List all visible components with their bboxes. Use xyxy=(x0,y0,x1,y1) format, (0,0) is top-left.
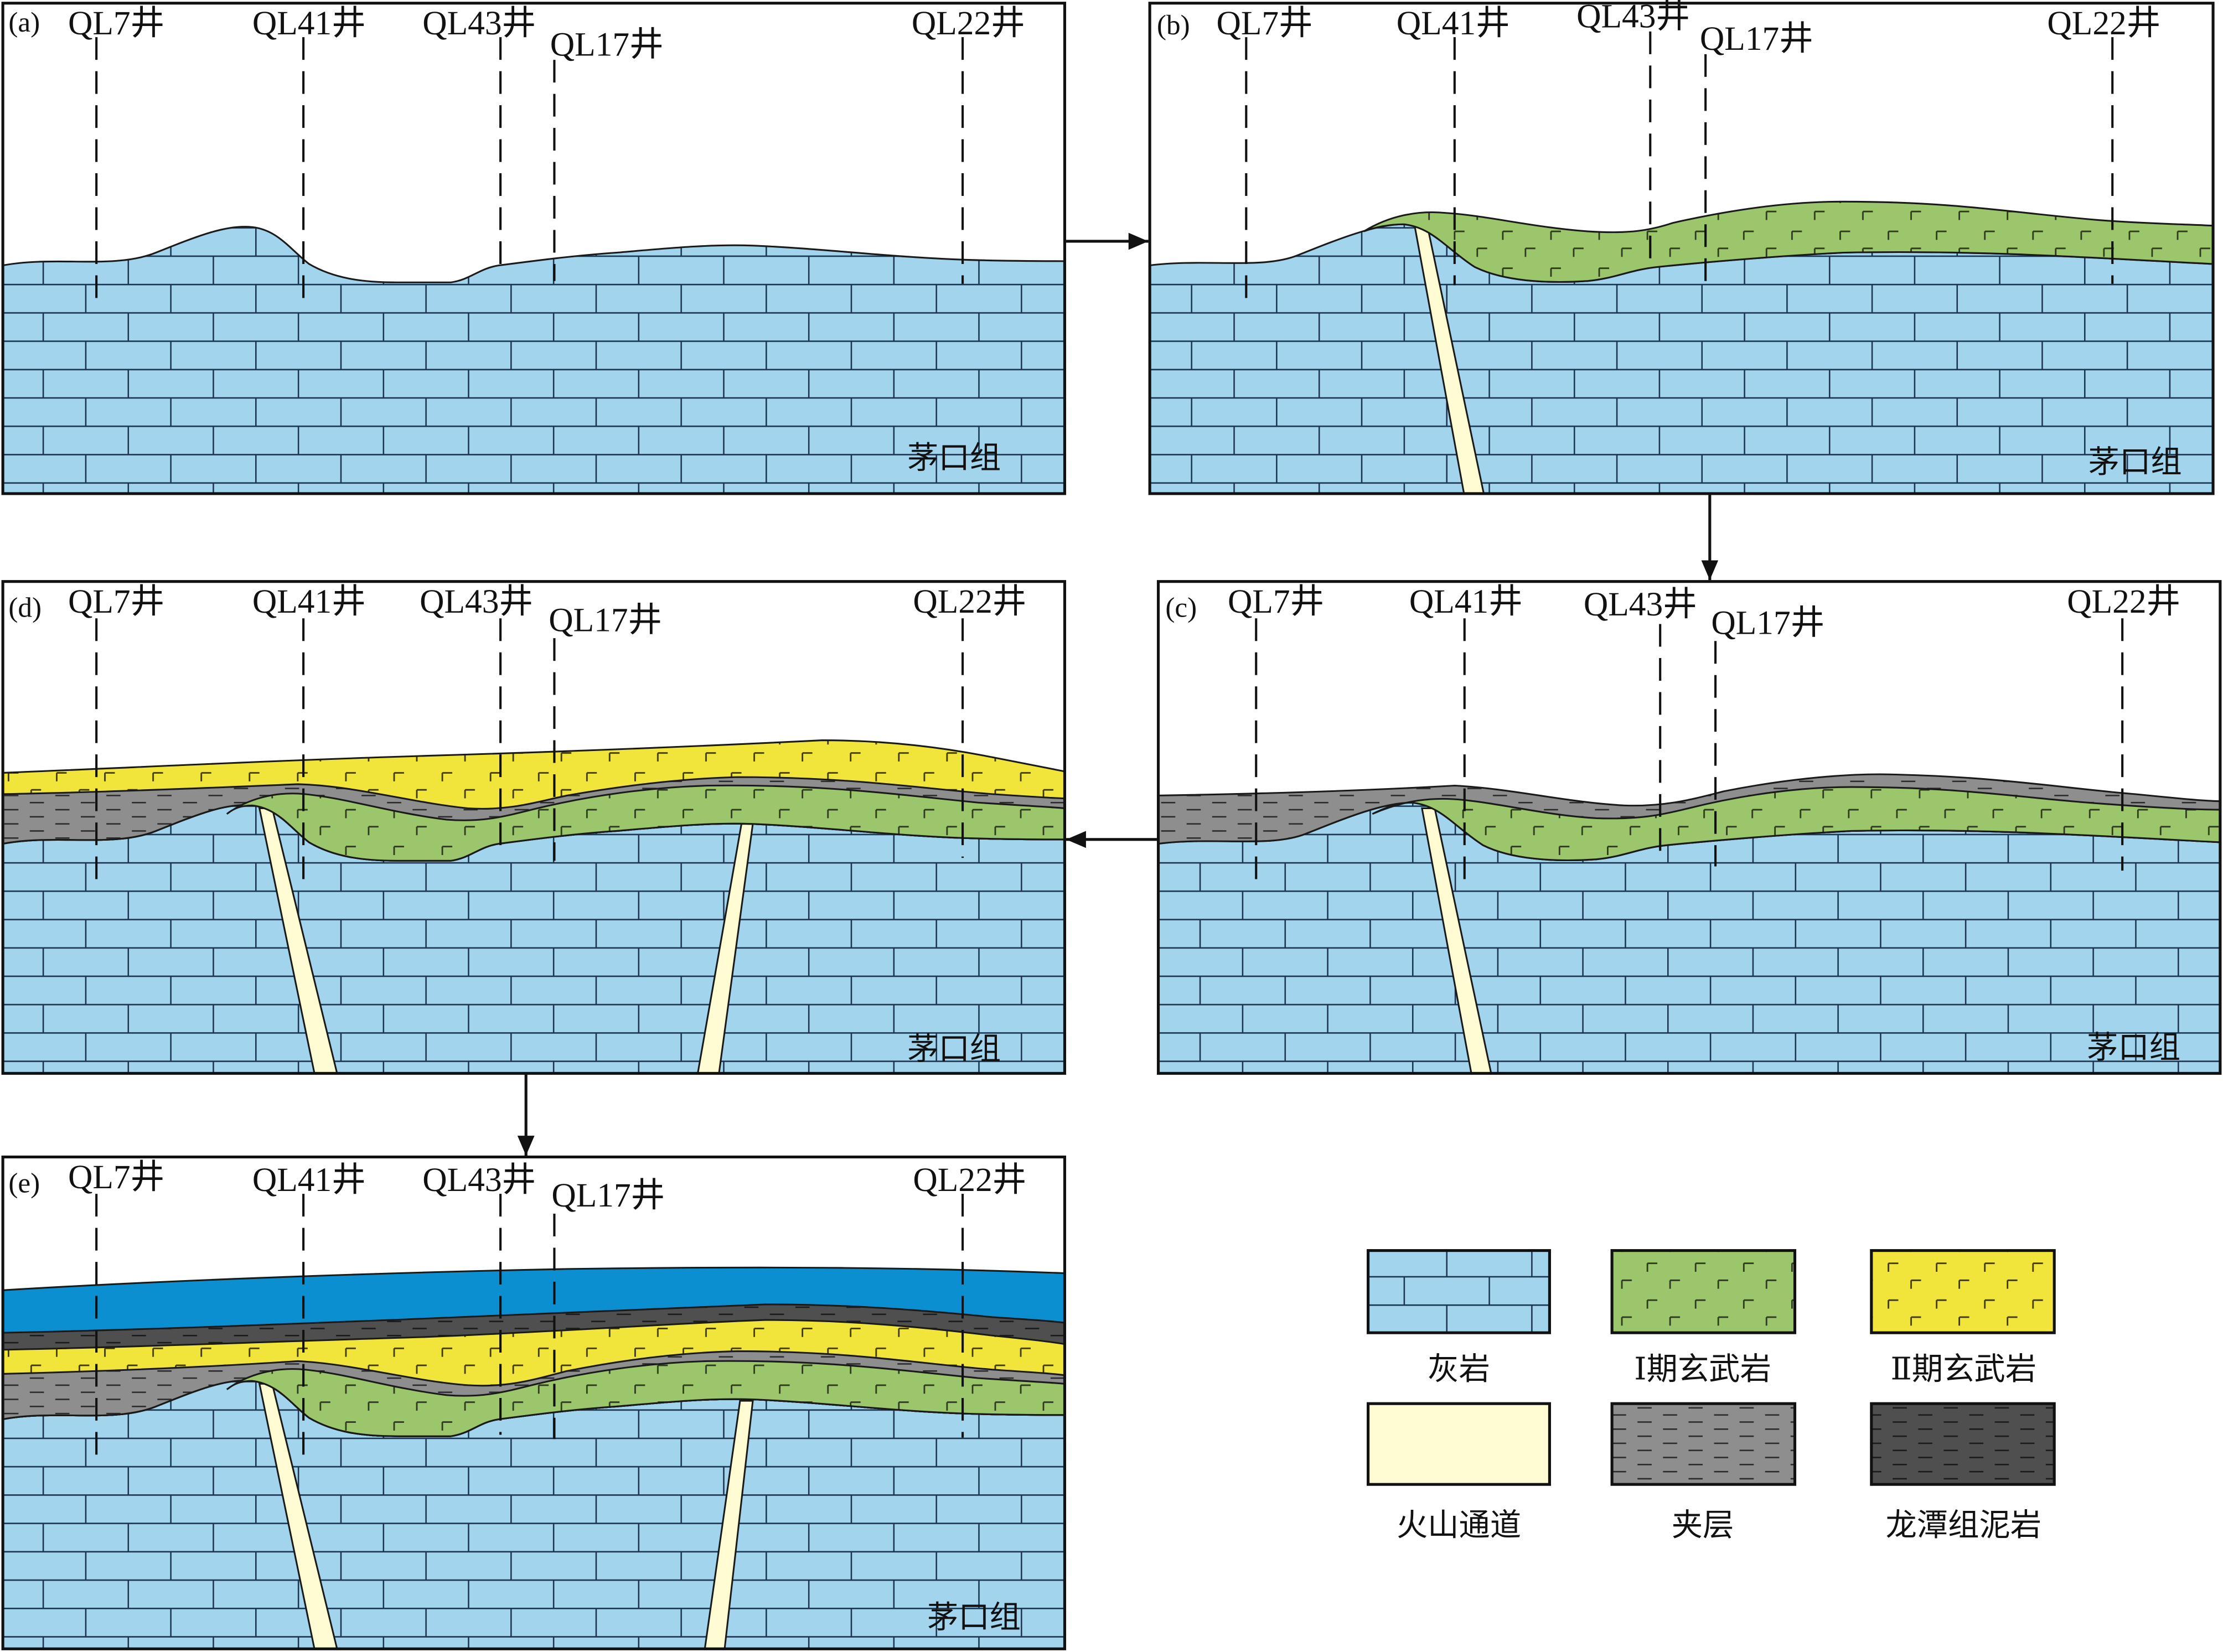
panel-e: (e) QL7井 QL41井 QL43井 QL17井 QL22井 茅口组 xyxy=(1,1155,1067,1650)
legend-swatch-basalt-i xyxy=(1610,1249,1797,1334)
well-label-ql43: QL43井 xyxy=(420,583,533,620)
well-label-ql7: QL7井 xyxy=(68,1158,164,1196)
panel-label: (c) xyxy=(1165,592,1197,624)
well-label-ql22: QL22井 xyxy=(912,4,1025,42)
well-label-ql7: QL7井 xyxy=(1228,583,1324,620)
well-label-ql41: QL41井 xyxy=(252,4,366,42)
basalt-i-layer xyxy=(1372,786,2220,861)
panel-d-strata xyxy=(3,739,1065,1074)
well-label-ql43: QL43井 xyxy=(1576,0,1690,35)
basalt-i-layer xyxy=(1363,200,2214,283)
well-label-ql22: QL22井 xyxy=(913,583,1026,620)
panel-d-strata-offset xyxy=(3,739,1065,1074)
legend-label-interlayer: 夹层 xyxy=(1672,1508,1734,1542)
panel-c-strata xyxy=(1158,773,2220,1074)
panel-frame xyxy=(1,2,1067,495)
panel-label: (e) xyxy=(8,1168,40,1199)
legend-label-basalt-ii: Ⅱ期玄武岩 xyxy=(1890,1353,2036,1387)
formation-label: 茅口组 xyxy=(927,1601,1021,1635)
panel-frame xyxy=(1148,2,2215,495)
panel-label: (b) xyxy=(1157,9,1190,41)
well-label-ql22: QL22井 xyxy=(2067,583,2180,620)
well-label-ql17: QL17井 xyxy=(550,25,664,63)
legend-swatch-limestone xyxy=(1367,1249,1551,1334)
legend-swatch-longtan-mudstone xyxy=(1870,1402,2056,1486)
well-label-ql41: QL41井 xyxy=(252,583,366,620)
legend-label-basalt-i: Ⅰ期玄武岩 xyxy=(1634,1353,1771,1387)
well-label-ql7: QL7井 xyxy=(68,4,164,42)
well-label-ql43: QL43井 xyxy=(422,4,536,42)
panel-label: (d) xyxy=(8,592,42,624)
panel-c-strata-offset xyxy=(1158,773,2220,1074)
panel-frame xyxy=(1156,580,2222,1075)
legend-label-longtan-mudstone: 龙潭组泥岩 xyxy=(1885,1508,2041,1542)
well-label-ql17: QL17井 xyxy=(549,601,662,639)
legend-swatch-basalt-ii xyxy=(1870,1249,2056,1334)
legend-label-volcanic-conduit: 火山通道 xyxy=(1397,1508,1521,1542)
well-label-ql17: QL17井 xyxy=(1711,604,1824,641)
formation-label: 茅口组 xyxy=(907,1032,1001,1066)
basalt-i-layer xyxy=(226,1360,1065,1437)
limestone-layer xyxy=(3,804,1065,1074)
well-label-ql43: QL43井 xyxy=(1584,586,1697,623)
legend-label-limestone: 灰岩 xyxy=(1428,1353,1490,1387)
well-label-ql17: QL17井 xyxy=(1700,20,1813,58)
well-label-ql7: QL7井 xyxy=(68,583,164,620)
legend-swatch-volcanic-conduit xyxy=(1367,1402,1551,1486)
panel-a-strata xyxy=(3,226,1065,494)
limestone-layer xyxy=(3,226,1065,494)
formation-label: 茅口组 xyxy=(2088,445,2182,479)
volcanic-conduit xyxy=(704,1400,754,1649)
panel-a: (a) QL7井 QL41井 QL43井 QL17井 QL22井 茅口组 xyxy=(1,2,1067,495)
basalt-i-layer xyxy=(226,784,1065,862)
panel-label: (a) xyxy=(8,7,40,38)
formation-label: 茅口组 xyxy=(2087,1030,2180,1065)
panel-d: (d) QL7井 QL41井 QL43井 QL17井 QL22井 茅口组 xyxy=(1,580,1067,1075)
panel-frame xyxy=(1,580,1067,1075)
well-label-ql7: QL7井 xyxy=(1217,4,1313,42)
legend: 灰岩 Ⅰ期玄武岩 Ⅱ期玄武岩 火山通道 夹层 龙潭组泥岩 xyxy=(1367,1249,2056,1542)
limestone-layer xyxy=(3,1379,1065,1649)
well-label-ql22: QL22井 xyxy=(913,1161,1026,1199)
well-label-ql22: QL22井 xyxy=(2047,4,2160,42)
well-label-ql17: QL17井 xyxy=(551,1177,665,1214)
panel-frame xyxy=(1,1155,1067,1650)
well-label-ql41: QL41井 xyxy=(1397,4,1510,42)
well-label-ql41: QL41井 xyxy=(252,1161,366,1199)
panel-e-strata xyxy=(3,1266,1065,1649)
formation-label: 茅口组 xyxy=(907,441,1001,475)
panel-c: (c) QL7井 QL41井 QL43井 QL17井 QL22井 茅口组 xyxy=(1156,580,2222,1075)
well-label-ql43: QL43井 xyxy=(422,1161,536,1199)
panel-b-strata xyxy=(1150,200,2214,494)
panel-b: (b) QL7井 QL41井 QL43井 QL17井 QL22井 茅口组 xyxy=(1148,0,2215,495)
panel-e-strata-offset xyxy=(3,1266,1065,1649)
well-label-ql41: QL41井 xyxy=(1409,583,1523,620)
legend-swatch-interlayer xyxy=(1610,1402,1797,1486)
